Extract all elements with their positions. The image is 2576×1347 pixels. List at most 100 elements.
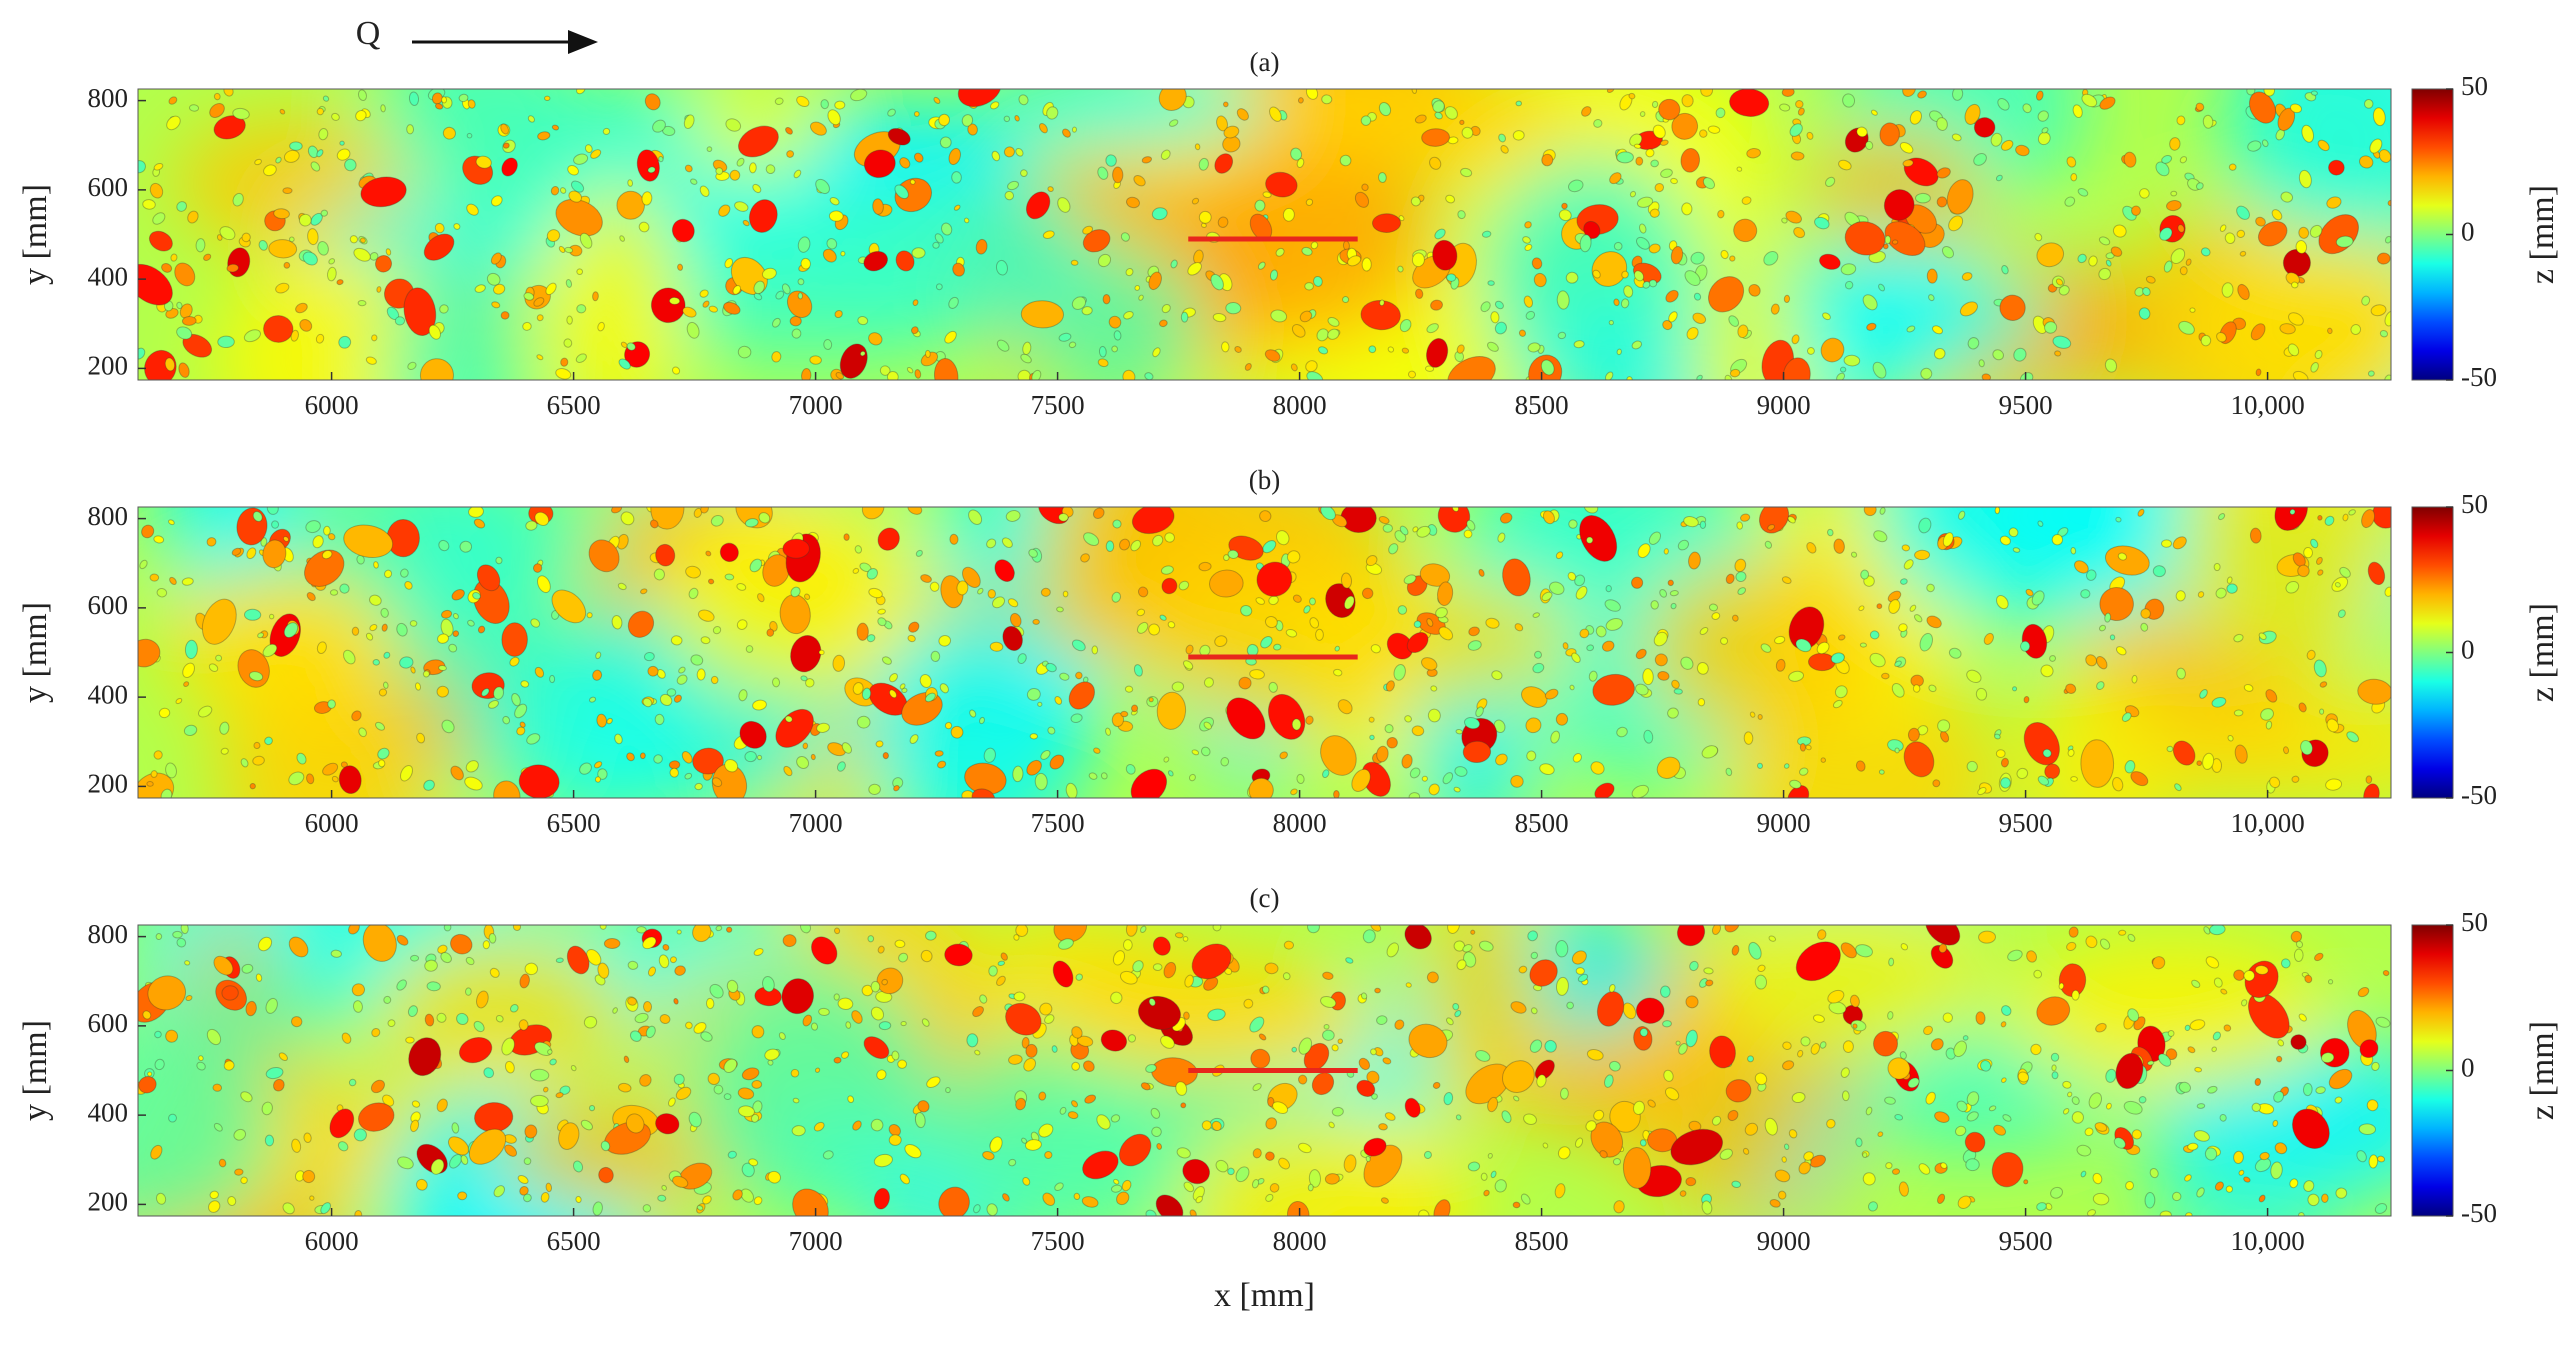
pebble xyxy=(1918,517,1932,534)
pebble xyxy=(882,751,889,760)
pebble xyxy=(517,1174,529,1185)
pebble xyxy=(1690,251,1705,265)
pebble xyxy=(827,109,841,126)
pebble xyxy=(255,973,263,982)
pebble xyxy=(1805,744,1812,751)
pebble xyxy=(218,1158,227,1168)
pebble xyxy=(2342,513,2349,522)
pebble xyxy=(913,152,924,163)
x-tick-label: 7000 xyxy=(789,1226,843,1256)
pebble xyxy=(2144,1192,2156,1209)
pebble xyxy=(1573,340,1585,349)
pebble xyxy=(500,311,510,320)
pebble xyxy=(1320,507,1336,521)
pebble xyxy=(1261,985,1270,994)
pebble xyxy=(801,368,812,380)
pebble xyxy=(579,232,593,249)
pebble xyxy=(246,547,257,560)
pebble xyxy=(2131,674,2138,684)
pebble xyxy=(914,369,922,379)
pebble xyxy=(1073,1192,1081,1201)
pebble xyxy=(573,153,589,165)
pebble xyxy=(1134,284,1141,291)
pebble xyxy=(365,632,374,641)
pebble xyxy=(1512,130,1525,141)
pebble xyxy=(1667,579,1674,587)
blotch xyxy=(1478,154,1703,380)
pebble xyxy=(323,525,331,536)
pebble xyxy=(2269,776,2281,789)
pebble xyxy=(977,587,984,595)
pebble xyxy=(1343,595,1355,610)
pebble xyxy=(358,727,367,738)
pebble xyxy=(1791,1091,1806,1104)
pebble xyxy=(625,1113,645,1134)
pebble xyxy=(2104,612,2112,623)
pebble xyxy=(1891,682,1905,698)
pebble xyxy=(686,321,700,339)
pebble xyxy=(1601,640,1615,652)
pebble xyxy=(1995,749,2006,758)
pebble xyxy=(1264,962,1279,975)
pebble xyxy=(2147,1060,2155,1066)
pebble xyxy=(1606,89,1615,94)
pebble xyxy=(627,997,638,1006)
pebble xyxy=(1002,1193,1010,1202)
pebble xyxy=(595,651,602,660)
x-tick-label: 7500 xyxy=(1031,1226,1085,1256)
pebble xyxy=(368,594,382,606)
y-tick-label: 800 xyxy=(88,501,129,531)
pebble xyxy=(677,263,684,271)
pebble xyxy=(1057,197,1071,213)
pebble xyxy=(514,703,528,719)
pebble xyxy=(1411,252,1425,268)
pebble xyxy=(263,164,277,177)
pebble xyxy=(1502,558,1531,597)
pebble xyxy=(1393,664,1406,681)
pebble xyxy=(481,688,490,697)
pebble xyxy=(1333,668,1343,677)
pebble xyxy=(2335,1187,2348,1199)
pebble xyxy=(291,1138,302,1153)
pebble xyxy=(1964,1131,1986,1153)
pebble xyxy=(458,1036,493,1064)
pebble xyxy=(360,176,407,208)
pebble xyxy=(138,1075,157,1094)
pebble xyxy=(168,96,178,105)
pebble xyxy=(1709,1035,1736,1069)
pebble xyxy=(1132,960,1144,973)
pebble xyxy=(1936,1193,1946,1204)
pebble xyxy=(1275,530,1290,546)
pebble xyxy=(1004,190,1015,201)
pebble xyxy=(900,1021,907,1027)
pebble xyxy=(1097,253,1112,268)
pebble xyxy=(1512,1201,1521,1209)
pebble xyxy=(1365,562,1383,575)
pebble xyxy=(1182,660,1194,670)
pebble xyxy=(257,632,265,639)
pebble xyxy=(1764,1117,1778,1136)
pebble xyxy=(1382,523,1393,533)
pebble xyxy=(1429,156,1442,170)
pebble xyxy=(1599,1150,1608,1159)
pebble xyxy=(647,665,659,677)
pebble xyxy=(493,1185,506,1198)
pebble xyxy=(2236,229,2246,239)
pebble xyxy=(519,721,526,728)
pebble xyxy=(889,673,898,683)
pebble xyxy=(724,258,734,269)
pebble xyxy=(1524,243,1533,252)
pebble xyxy=(2074,560,2089,574)
pebble xyxy=(275,282,290,294)
pebble xyxy=(1413,620,1422,629)
pebble xyxy=(529,1068,550,1082)
pebble xyxy=(468,1128,507,1165)
pebble xyxy=(1523,1113,1537,1125)
pebble xyxy=(1798,1161,1811,1175)
pebble xyxy=(1214,153,1234,174)
pebble xyxy=(337,1141,349,1152)
pebble xyxy=(2115,1052,2144,1090)
pebble xyxy=(175,697,183,705)
pebble xyxy=(550,185,560,196)
pebble xyxy=(1337,699,1353,715)
